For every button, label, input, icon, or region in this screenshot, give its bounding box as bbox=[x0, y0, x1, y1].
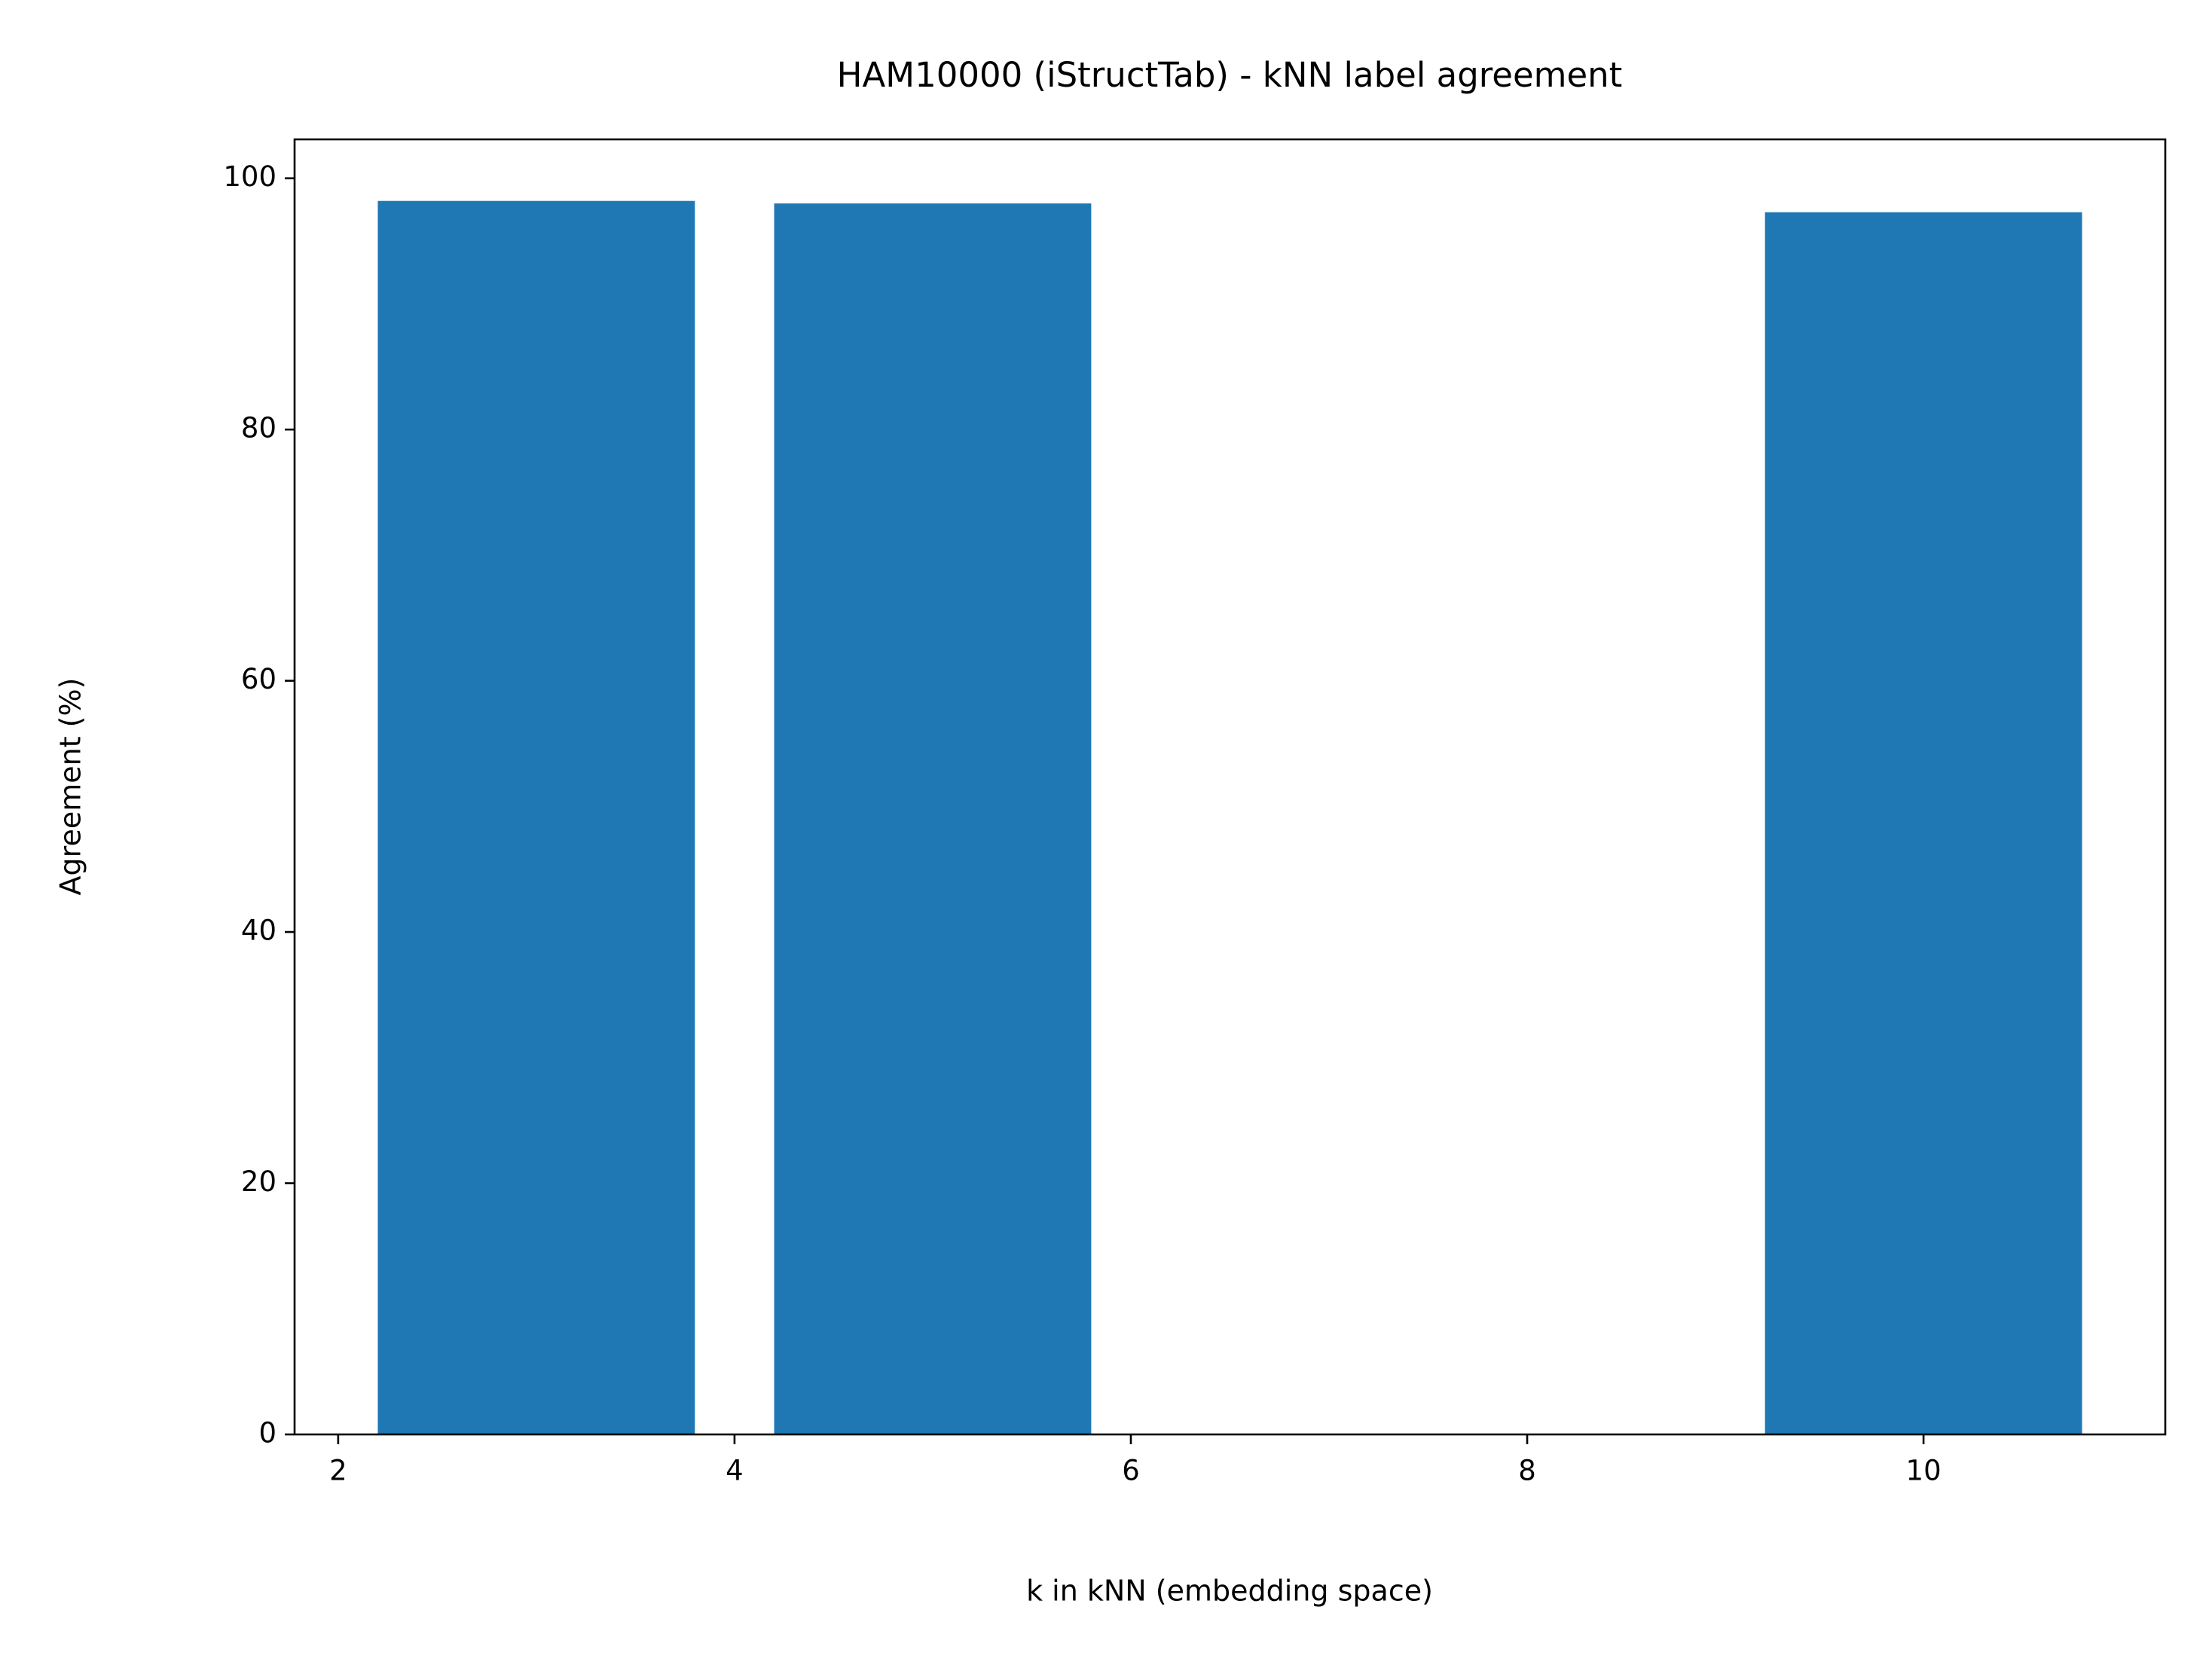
x-axis-label: k in kNN (embedding space) bbox=[1026, 1575, 1433, 1608]
y-tick-label: 0 bbox=[258, 1417, 276, 1450]
plot-frame bbox=[293, 138, 2167, 1436]
chart-title: HAM10000 (iStructTab) - kNN label agreem… bbox=[837, 55, 1623, 95]
bar bbox=[1764, 212, 2082, 1435]
x-tick-label: 6 bbox=[1122, 1455, 1140, 1487]
y-tick-label: 80 bbox=[241, 412, 276, 444]
bar bbox=[377, 200, 695, 1434]
y-tick-label: 100 bbox=[223, 160, 276, 193]
y-axis-label: Agreement (%) bbox=[54, 678, 87, 896]
y-tick-label: 40 bbox=[241, 915, 276, 947]
x-tick-label: 2 bbox=[329, 1455, 347, 1487]
x-tick-label: 8 bbox=[1518, 1455, 1536, 1487]
y-tick-label: 20 bbox=[241, 1165, 276, 1198]
bar bbox=[774, 203, 1092, 1435]
x-tick-label: 4 bbox=[726, 1455, 744, 1487]
x-tick-label: 10 bbox=[1906, 1455, 1942, 1487]
y-tick-label: 60 bbox=[241, 663, 276, 695]
